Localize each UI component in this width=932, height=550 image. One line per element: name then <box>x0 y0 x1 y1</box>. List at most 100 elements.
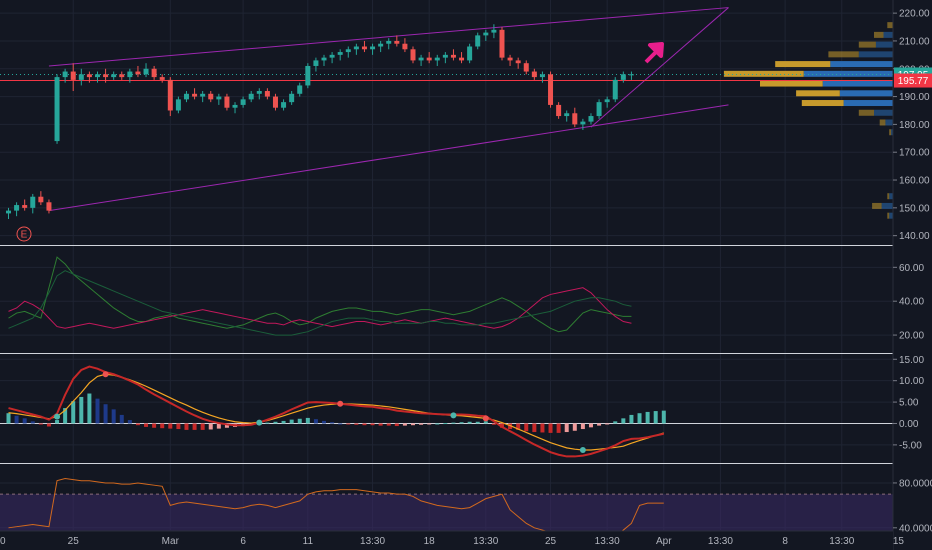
candle-body <box>329 54 335 58</box>
macd-cross-marker <box>54 413 61 420</box>
macd-cross-marker <box>450 412 457 419</box>
macd-histogram-bar <box>613 421 618 424</box>
macd-tick-label: 0.00 <box>899 419 919 430</box>
candle-body <box>22 205 28 208</box>
candle-body <box>491 29 497 33</box>
price-axis-background <box>893 0 932 550</box>
macd-histogram-bar <box>411 423 415 426</box>
macd-histogram-bar <box>135 423 140 426</box>
candle-body <box>70 71 76 80</box>
candle-body <box>167 79 173 111</box>
volume-profile-bar-up <box>760 80 823 87</box>
volume-profile-bar-down <box>885 119 893 126</box>
macd-histogram-bar <box>224 423 229 428</box>
candle-body <box>46 202 52 211</box>
price-tick-label: 210.00 <box>899 36 930 47</box>
trendline[interactable] <box>48 7 729 67</box>
volume-profile-bar-down <box>858 51 893 58</box>
candle-body <box>507 57 513 61</box>
macd-histogram-bar <box>427 423 432 425</box>
time-axis-label: 13:30 <box>708 536 733 547</box>
price-axis[interactable]: 220.00210.00200.00190.00180.00170.00160.… <box>892 0 932 550</box>
macd-histogram-bar <box>305 417 310 424</box>
candle-body <box>442 54 448 58</box>
dmi-pane[interactable] <box>8 256 632 336</box>
price-tick-label: 190.00 <box>899 92 930 103</box>
candle-body <box>434 57 440 61</box>
macd-histogram-bar <box>572 423 577 431</box>
candle-body <box>475 35 481 47</box>
candle-body <box>208 93 214 100</box>
price-tick-label: 170.00 <box>899 148 930 159</box>
candle-body <box>402 43 408 50</box>
price-tick-label: 220.00 <box>899 9 930 20</box>
candle-body <box>127 71 133 78</box>
macd-histogram-bar <box>30 421 35 424</box>
volume-profile-bar-up <box>887 193 890 200</box>
rsi-tick-label: 40.0000 <box>899 523 932 534</box>
macd-histogram-bar <box>588 423 593 428</box>
candle-body <box>620 74 626 80</box>
volume-profile-bar-up <box>723 70 804 77</box>
price-pane[interactable]: E <box>0 7 893 242</box>
macd-pane[interactable] <box>0 365 893 458</box>
candle-body <box>78 74 84 80</box>
macd-histogram-bar <box>330 422 335 424</box>
macd-histogram-bar <box>103 404 108 424</box>
time-axis-label: 15 <box>893 536 905 547</box>
candle-body <box>410 49 416 61</box>
dmi-series-line <box>8 287 632 329</box>
candle-body <box>281 102 287 108</box>
macd-cross-marker <box>482 415 489 422</box>
macd-histogram-bar <box>6 413 11 424</box>
candle-body <box>264 91 270 97</box>
trendline[interactable] <box>48 104 729 212</box>
candle-body <box>175 99 181 111</box>
time-axis[interactable]: 0 25 Mar 6 11 13:30 18 13:30 25 13:30 Apr 13:30 8 13:… <box>0 530 905 550</box>
candle-body <box>94 74 100 78</box>
volume-profile-bar-down <box>839 90 893 97</box>
macd-tick-label: 5.00 <box>899 398 919 409</box>
macd-histogram-bar <box>637 413 642 424</box>
macd-tick-label: 10.00 <box>899 376 924 387</box>
macd-tick-label: -5.00 <box>899 440 922 451</box>
macd-cross-marker <box>256 419 263 426</box>
macd-histogram-bar <box>79 396 84 424</box>
volume-profile-bar-up <box>858 41 876 48</box>
trendline[interactable] <box>590 7 729 128</box>
macd-histogram-bar <box>394 423 399 427</box>
candle-body <box>143 68 149 75</box>
macd-histogram-bar <box>22 418 27 424</box>
price-tick-label: 150.00 <box>899 203 930 214</box>
volume-profile-bar-down <box>891 129 893 136</box>
volume-profile-bar-up <box>858 109 874 116</box>
macd-histogram-bar <box>532 423 537 433</box>
macd-histogram-bar <box>55 420 60 424</box>
macd-histogram-bar <box>14 415 19 424</box>
macd-histogram-bar <box>564 423 569 433</box>
candle-body <box>200 93 206 97</box>
pane-separators[interactable] <box>0 245 932 464</box>
macd-histogram-bar <box>459 422 464 424</box>
macd-histogram-bar <box>451 422 456 424</box>
macd-cross-marker <box>337 400 344 407</box>
earnings-marker[interactable] <box>16 226 32 242</box>
macd-histogram-bar <box>491 423 496 425</box>
candle-body <box>548 74 554 105</box>
candle-body <box>313 60 319 66</box>
time-axis-label: 0 <box>0 536 6 547</box>
macd-histogram-bar <box>621 418 626 424</box>
dmi-series-line <box>8 270 632 336</box>
macd-histogram-bar <box>281 420 286 424</box>
price-tick-label: 160.00 <box>899 176 930 187</box>
macd-line <box>8 365 664 458</box>
macd-histogram-bar <box>95 398 100 424</box>
time-axis-label: 25 <box>545 536 557 547</box>
candle-body <box>14 205 20 211</box>
volume-profile-bar-up <box>887 22 893 29</box>
macd-histogram-bar <box>289 419 294 424</box>
macd-histogram-bar <box>127 420 132 424</box>
candle-body <box>612 79 618 100</box>
candle-body <box>183 93 189 100</box>
